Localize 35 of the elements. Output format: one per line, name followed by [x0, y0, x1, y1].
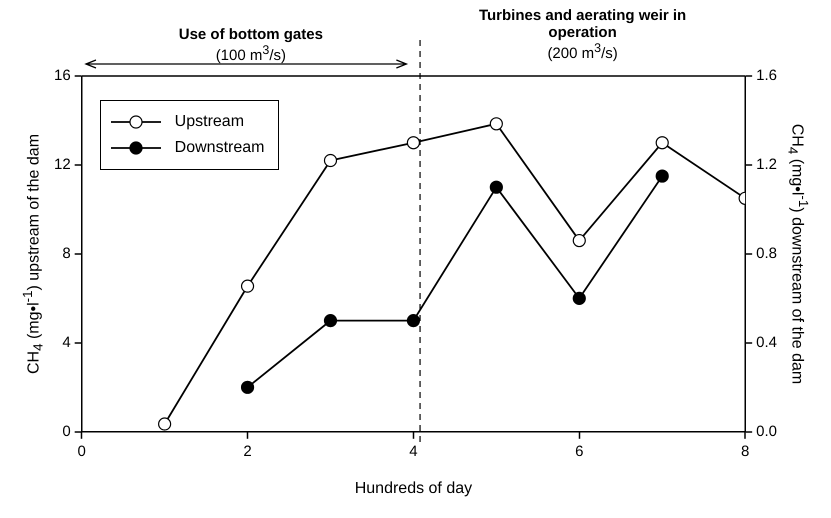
legend-label: Downstream	[174, 139, 264, 157]
point	[406, 314, 420, 328]
point	[324, 314, 338, 328]
y2-tick-label: 0.4	[756, 334, 778, 351]
point	[240, 380, 254, 394]
y2-tick-label: 0.8	[756, 245, 778, 262]
point	[572, 292, 586, 305]
point	[406, 136, 420, 150]
legend-label: Upstream	[174, 113, 244, 131]
y-tick-label: 8	[62, 245, 71, 262]
y2-tick-label: 1.2	[756, 156, 778, 174]
point	[158, 417, 172, 431]
y-tick-label: 12	[54, 156, 71, 174]
text: Turbines and aerating weir in operation	[478, 7, 688, 41]
x-tick-label: 8	[740, 442, 750, 460]
x-tick-label: 0	[78, 442, 86, 460]
x-tick-label: 4	[409, 442, 418, 460]
y-tick-label: 16	[54, 67, 71, 84]
point	[572, 234, 586, 248]
point	[656, 136, 669, 150]
y-tick-label: 4	[62, 334, 71, 351]
point	[324, 154, 338, 168]
point	[656, 169, 669, 183]
x-axis-title: Hundreds of day	[354, 480, 472, 497]
y-tick-label: 0	[62, 422, 71, 440]
x-tick-label: 6	[575, 442, 584, 460]
text: Use of bottom gates	[178, 26, 323, 43]
y2-tick-label: 0.0	[756, 422, 778, 440]
point	[490, 117, 503, 130]
text: (100 m$^{3}$/s)	[216, 43, 286, 64]
text: (200 m$^{3}$/s)	[547, 41, 618, 62]
point	[490, 180, 503, 194]
y2-tick-label: 1.6	[756, 67, 778, 84]
point	[240, 280, 254, 293]
x-tick-label: 2	[243, 442, 252, 460]
